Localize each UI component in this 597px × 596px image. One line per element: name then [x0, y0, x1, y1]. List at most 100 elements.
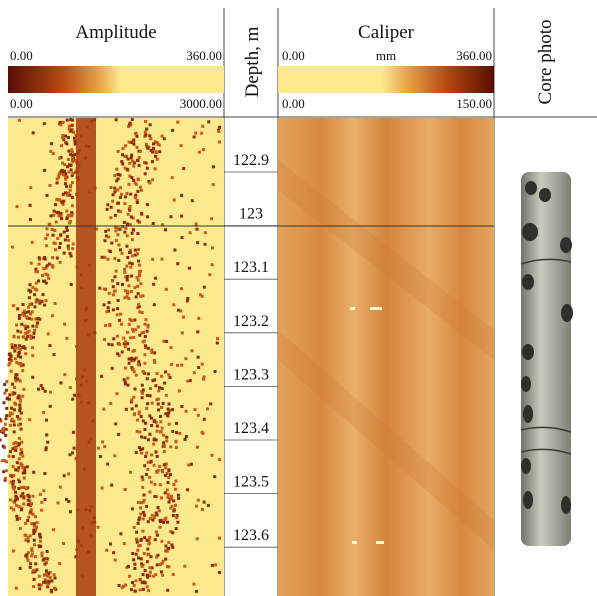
texture	[53, 210, 56, 213]
texture	[172, 483, 175, 486]
texture	[124, 340, 127, 343]
texture	[67, 150, 70, 153]
texture	[4, 477, 7, 480]
texture	[153, 420, 156, 423]
texture	[209, 402, 212, 405]
texture	[149, 123, 152, 126]
texture	[105, 310, 108, 313]
texture	[191, 349, 194, 352]
texture	[142, 420, 145, 423]
texture	[49, 184, 52, 187]
texture	[143, 353, 146, 356]
texture	[48, 344, 51, 347]
texture	[154, 277, 157, 280]
color-bar	[8, 66, 224, 93]
depth-label: 123	[239, 206, 263, 223]
texture	[54, 248, 57, 251]
texture	[32, 585, 35, 588]
texture	[151, 519, 154, 522]
texture	[217, 130, 220, 133]
texture	[172, 303, 175, 306]
texture	[67, 245, 70, 248]
texture	[138, 274, 141, 277]
texture	[154, 538, 157, 541]
texture	[124, 227, 127, 230]
texture	[112, 308, 115, 311]
texture	[104, 324, 107, 327]
texture	[169, 473, 172, 476]
texture	[157, 398, 160, 401]
texture	[200, 132, 203, 135]
texture	[140, 189, 143, 192]
texture	[187, 464, 190, 467]
texture	[189, 231, 192, 234]
texture	[144, 455, 147, 458]
texture	[66, 119, 69, 122]
texture	[70, 164, 73, 167]
texture	[140, 435, 143, 438]
texture	[139, 295, 142, 298]
texture	[18, 404, 21, 407]
texture	[24, 522, 27, 525]
texture	[42, 411, 45, 414]
texture	[119, 174, 122, 177]
texture	[145, 128, 148, 131]
texture	[154, 150, 157, 153]
texture	[45, 419, 48, 422]
texture	[5, 380, 8, 383]
texture	[70, 130, 73, 133]
texture	[152, 142, 155, 145]
texture	[19, 380, 22, 383]
texture	[5, 414, 8, 417]
texture	[20, 448, 23, 451]
texture	[45, 299, 48, 302]
texture	[163, 444, 166, 447]
texture	[138, 411, 141, 414]
texture	[147, 438, 150, 441]
texture	[120, 323, 123, 326]
texture	[124, 584, 127, 587]
core-photo	[521, 172, 573, 546]
texture	[181, 331, 184, 334]
texture	[30, 549, 33, 552]
texture	[103, 445, 106, 448]
texture	[143, 464, 146, 467]
texture	[136, 201, 139, 204]
texture	[117, 433, 120, 436]
texture	[161, 135, 164, 138]
texture	[68, 171, 71, 174]
texture	[190, 463, 193, 466]
texture	[31, 552, 34, 555]
texture	[15, 515, 18, 518]
texture	[139, 186, 142, 189]
texture	[171, 430, 174, 433]
texture	[139, 539, 142, 542]
texture	[147, 461, 150, 464]
texture	[126, 275, 129, 278]
texture	[160, 540, 163, 543]
texture	[110, 242, 113, 245]
texture	[135, 451, 138, 454]
texture	[131, 118, 134, 121]
texture	[38, 263, 41, 266]
texture	[111, 343, 114, 346]
texture	[60, 217, 63, 220]
texture	[117, 244, 120, 247]
scale-min: 0.00	[282, 96, 305, 111]
texture	[44, 580, 47, 583]
texture	[161, 387, 164, 390]
texture	[170, 363, 173, 366]
texture	[183, 565, 186, 568]
texture	[8, 361, 11, 364]
texture	[99, 455, 102, 458]
texture	[156, 372, 159, 375]
texture	[204, 243, 207, 246]
texture	[125, 265, 128, 268]
texture	[154, 167, 157, 170]
texture	[126, 234, 129, 237]
texture	[26, 465, 29, 468]
texture	[11, 418, 14, 421]
depth-label: 123.6	[233, 527, 269, 544]
texture	[147, 520, 150, 523]
texture	[61, 162, 64, 165]
